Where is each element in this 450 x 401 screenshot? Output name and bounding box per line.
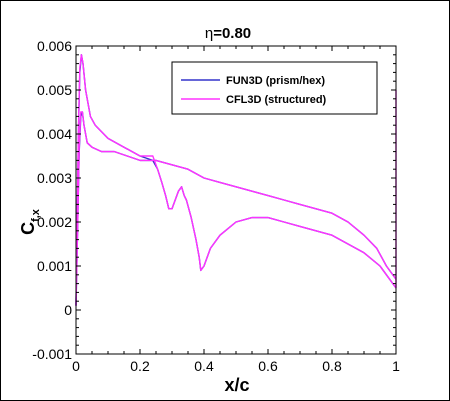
chart-title-value: =0.80 xyxy=(213,25,251,42)
y-tick-label: 0 xyxy=(64,302,72,318)
x-tick-label: 0.2 xyxy=(130,358,150,374)
y-tick-label: 0.003 xyxy=(37,170,72,186)
y-tick-label: -0.001 xyxy=(32,346,72,362)
y-axis-title: Cf,x xyxy=(18,208,42,235)
y-tick-label: 0.001 xyxy=(37,258,72,274)
y-axis-title-main: C xyxy=(18,222,38,235)
y-tick-label: 0.006 xyxy=(37,38,72,54)
legend-label-cfl3d: CFL3D (structured) xyxy=(226,94,327,106)
x-tick-label: 0.4 xyxy=(194,358,214,374)
chart-title: η=0.80 xyxy=(205,25,251,42)
series-layer xyxy=(75,54,397,306)
x-tick-label: 1 xyxy=(392,358,400,374)
y-tick-label: 0.002 xyxy=(37,214,72,230)
tick-layer: 0 0.2 0.4 0.6 0.8 1-0.00100.0010.0020.0030.00… xyxy=(32,38,400,374)
y-tick-label: 0.004 xyxy=(37,126,72,142)
legend-label-fun3d: FUN3D (prism/hex) xyxy=(226,75,325,87)
series-1-line-1 xyxy=(75,111,397,306)
x-tick-label: 0 xyxy=(72,358,80,374)
chart-title-eta: η xyxy=(205,25,213,42)
x-tick-label: 0.8 xyxy=(322,358,342,374)
legend: FUN3D (prism/hex) CFL3D (structured) xyxy=(171,61,378,115)
svg-text:Cf,x: Cf,x xyxy=(18,208,42,235)
y-axis-title-sub: f,x xyxy=(30,208,42,222)
x-axis-title: x/c xyxy=(224,375,249,395)
y-tick-label: 0.005 xyxy=(37,82,72,98)
x-tick-label: 0.6 xyxy=(258,358,278,374)
series-1-line-0 xyxy=(75,54,397,306)
legend-box xyxy=(171,61,378,115)
